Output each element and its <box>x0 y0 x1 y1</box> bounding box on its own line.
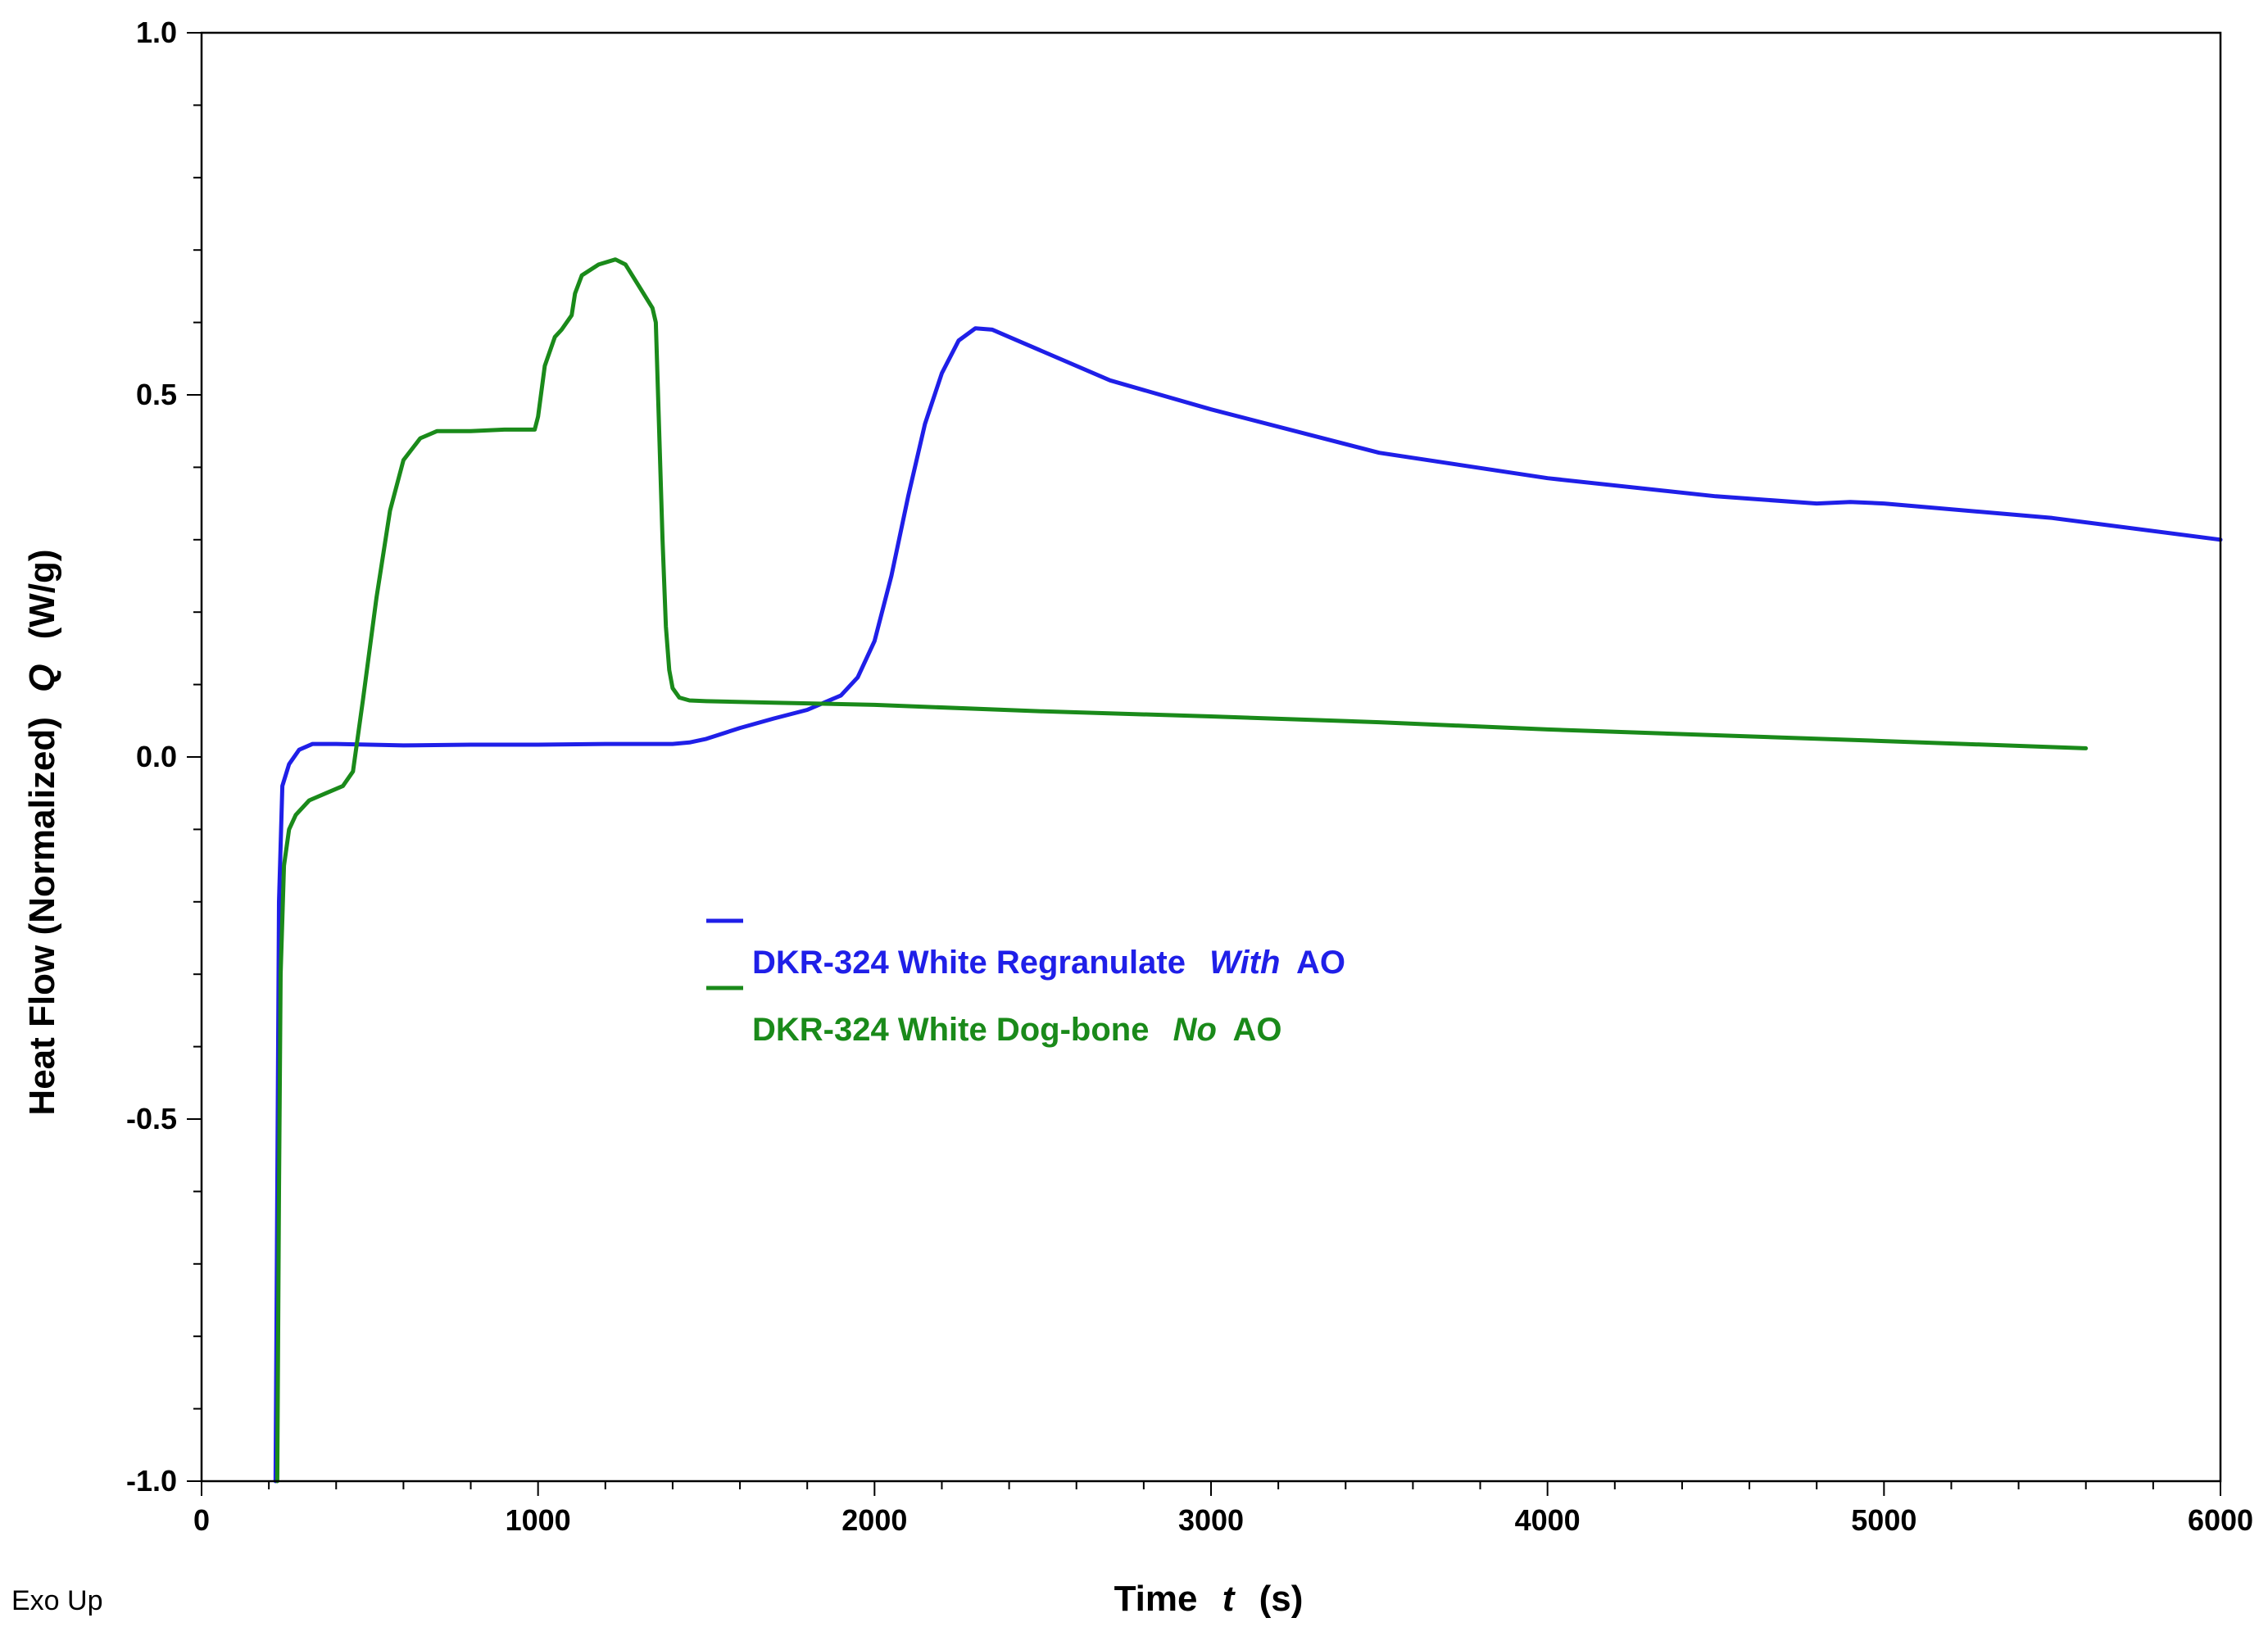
series-layer <box>273 257 2223 1484</box>
x-tick-label: 2000 <box>841 1503 907 1537</box>
x-tick-label: 4000 <box>1515 1503 1581 1537</box>
y-tick-label: -0.5 <box>126 1102 177 1135</box>
y-tick-label: -1.0 <box>126 1464 177 1498</box>
series-line-regranulate <box>273 326 2223 1484</box>
x-tick-label: 3000 <box>1178 1503 1244 1537</box>
x-axis-title: Time t (s) <box>1114 1579 1304 1619</box>
y-axis-title: Heat Flow (Normalized) Q (W/g) <box>22 549 62 1115</box>
legend-label-dogbone-main: DKR-324 White Dog-bone <box>752 1012 1149 1048</box>
y-tick-label: 0.0 <box>136 740 177 773</box>
tick-layer <box>187 32 2221 1496</box>
y-tick-label: 0.5 <box>136 378 177 411</box>
x-axis-title-var: t <box>1222 1579 1236 1619</box>
y-axis-title-mid: (Normalized) <box>22 717 62 935</box>
y-axis-title-unit: (W/g) <box>22 549 62 639</box>
exo-up-note: Exo Up <box>11 1585 103 1616</box>
legend-label-regranulate-em: With <box>1209 945 1280 981</box>
legend-label-regranulate-end: AO <box>1296 945 1345 981</box>
legend-label-regranulate: DKR-324 White Regranulate With AO <box>752 945 1345 981</box>
legend-label-dogbone: DKR-324 White Dog-bone No AO <box>752 1012 1282 1048</box>
x-tick-label: 6000 <box>2188 1503 2253 1537</box>
plot-frame <box>200 31 2222 1483</box>
tick-label-layer: 0 1000 2000 3000 4000 5000 6000 -1.0 -0.5 0.0 0.5 1… <box>126 16 2253 1537</box>
y-axis-title-var: Q <box>22 664 62 692</box>
x-tick-label: 5000 <box>1851 1503 1916 1537</box>
legend: DKR-324 White Regranulate With AO DKR-32… <box>706 918 1345 1048</box>
series-line-dogbone <box>274 257 2089 1484</box>
x-axis-title-prefix: Time <box>1114 1579 1198 1619</box>
y-axis-title-prefix: Heat Flow <box>22 945 62 1116</box>
legend-label-regranulate-main: DKR-324 White Regranulate <box>752 945 1186 981</box>
y-tick-label: 1.0 <box>136 16 177 49</box>
x-tick-label: 1000 <box>506 1503 571 1537</box>
x-axis-title-unit: (s) <box>1259 1579 1304 1619</box>
legend-label-dogbone-em: No <box>1173 1012 1217 1048</box>
x-tick-label: 0 <box>193 1503 210 1537</box>
legend-label-dogbone-end: AO <box>1233 1012 1282 1048</box>
